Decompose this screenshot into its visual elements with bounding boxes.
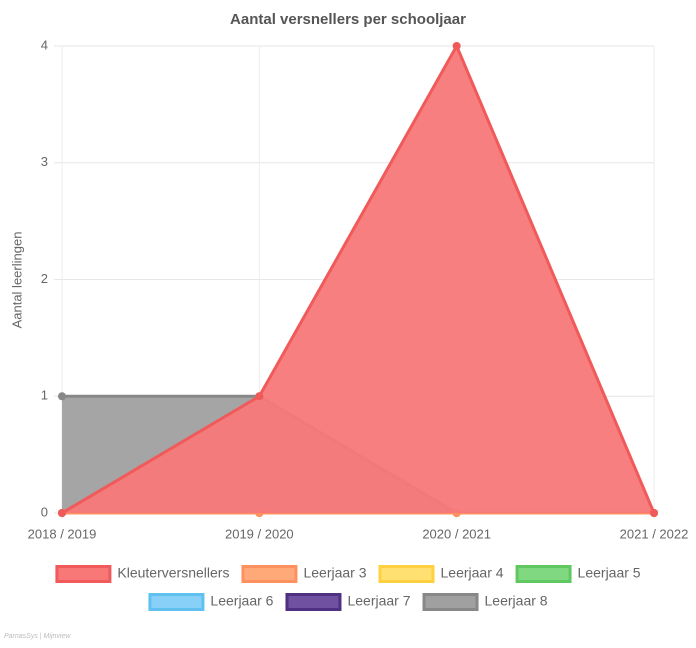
legend-label: Leerjaar 4 [441, 565, 504, 581]
legend-swatch [515, 565, 572, 583]
legend-row: Leerjaar 6 Leerjaar 7 Leerjaar 8 [148, 593, 548, 611]
chart-title: Aantal versnellers per schooljaar [230, 11, 466, 28]
legend-swatch [422, 593, 479, 611]
legend-swatch [285, 593, 342, 611]
legend-label: Leerjaar 8 [485, 593, 548, 609]
legend-swatch [378, 565, 435, 583]
y-tick-label: 0 [41, 504, 48, 519]
legend-row: Kleuterversnellers Leerjaar 3 Leerjaar 4 Le… [55, 565, 641, 583]
legend-label: Leerjaar 5 [578, 565, 641, 581]
x-tick-label: 2020 / 2021 [422, 526, 491, 541]
point [58, 392, 66, 401]
x-tick-label: 2019 / 2020 [225, 526, 294, 541]
legend-label: Leerjaar 6 [210, 593, 273, 609]
y-tick-label: 2 [41, 271, 48, 286]
legend-label: Leerjaar 7 [347, 593, 410, 609]
point [452, 42, 461, 50]
point [255, 392, 264, 401]
footer: ParnasSys | Mijnview [4, 633, 71, 640]
x-tick-label: 2018 / 2019 [28, 526, 97, 541]
y-tick-label: 3 [41, 154, 48, 169]
legend-label: Leerjaar 3 [303, 565, 366, 581]
legend-swatch [241, 565, 298, 583]
legend-label: Kleuterversnellers [117, 565, 229, 581]
area-line [61, 42, 656, 515]
legend-swatch [148, 593, 205, 611]
area-fill [62, 46, 654, 513]
point [58, 509, 66, 517]
legend-swatch [55, 565, 112, 583]
x-tick-label: 2021 / 2022 [620, 526, 689, 541]
y-axis-label: Aantal leerlingen [9, 232, 24, 329]
point [650, 509, 658, 517]
y-tick-label: 1 [41, 388, 48, 403]
y-tick-label: 4 [41, 37, 48, 52]
